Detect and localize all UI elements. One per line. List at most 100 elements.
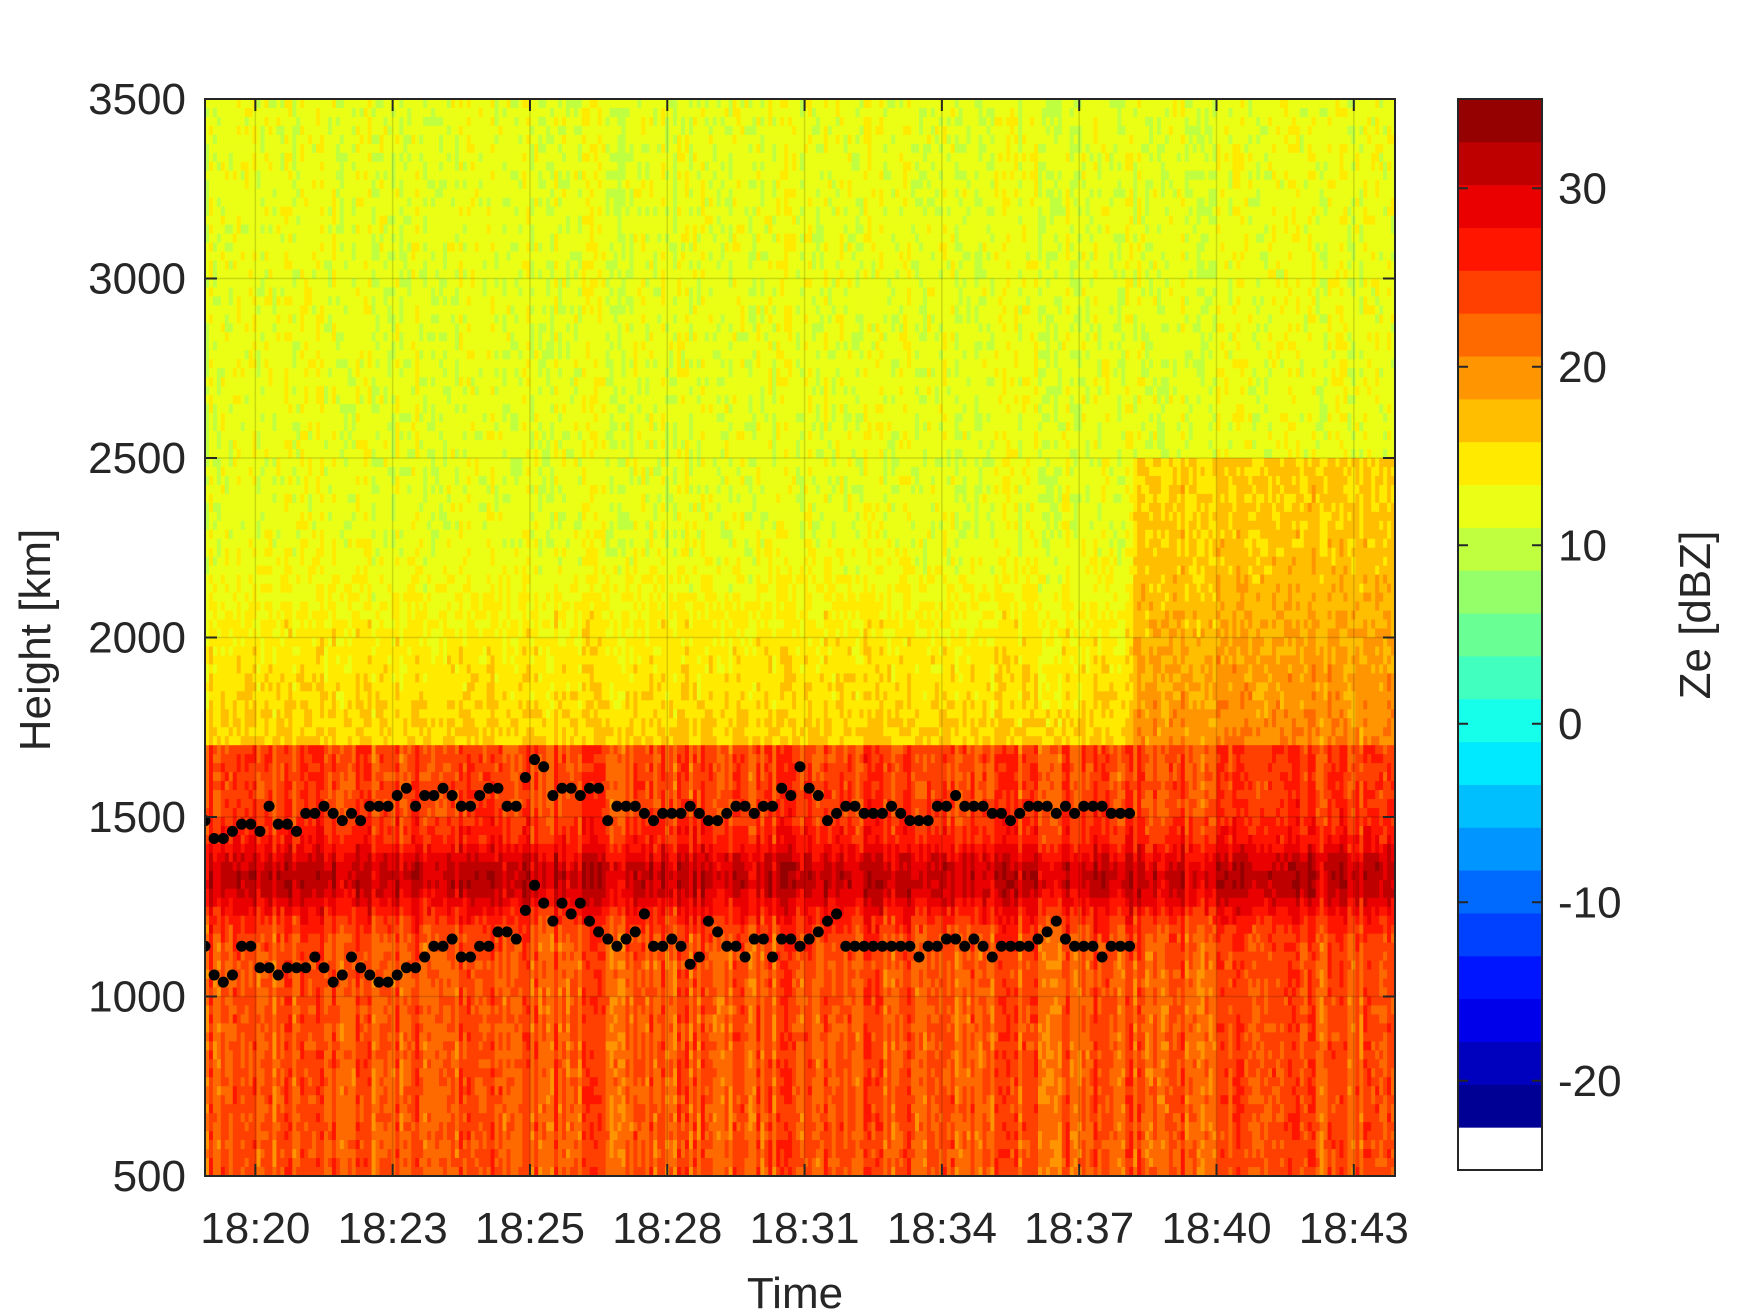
boundary-marker-2 bbox=[345, 951, 357, 963]
boundary-marker-1 bbox=[1023, 800, 1035, 812]
colorbar-level bbox=[1458, 698, 1542, 743]
boundary-marker-1 bbox=[867, 807, 879, 819]
boundary-marker-2 bbox=[272, 969, 284, 981]
colorbar-level bbox=[1458, 227, 1542, 271]
boundary-marker-1 bbox=[849, 800, 861, 812]
boundary-marker-2 bbox=[492, 926, 504, 938]
boundary-marker-1 bbox=[968, 800, 980, 812]
boundary-marker-1 bbox=[785, 789, 797, 801]
colorbar-level bbox=[1458, 184, 1542, 229]
boundary-marker-2 bbox=[205, 940, 211, 952]
colorbar-level bbox=[1458, 313, 1542, 357]
boundary-marker-1 bbox=[1105, 807, 1117, 819]
boundary-marker-1 bbox=[236, 818, 248, 830]
boundary-marker-1 bbox=[821, 815, 833, 827]
boundary-marker-2 bbox=[529, 879, 541, 891]
boundary-marker-1 bbox=[831, 807, 843, 819]
boundary-marker-2 bbox=[895, 940, 907, 952]
boundary-marker-1 bbox=[428, 789, 440, 801]
cloud-boundary-markers bbox=[205, 754, 1136, 988]
boundary-marker-2 bbox=[959, 940, 971, 952]
boundary-marker-1 bbox=[904, 815, 916, 827]
boundary-marker-2 bbox=[300, 962, 312, 974]
boundary-marker-1 bbox=[950, 789, 962, 801]
boundary-marker-2 bbox=[538, 897, 550, 909]
boundary-marker-1 bbox=[501, 800, 513, 812]
boundary-marker-2 bbox=[519, 904, 531, 916]
boundary-marker-1 bbox=[629, 800, 641, 812]
boundary-marker-2 bbox=[629, 926, 641, 938]
boundary-marker-2 bbox=[474, 940, 486, 952]
boundary-marker-2 bbox=[1096, 951, 1108, 963]
boundary-marker-2 bbox=[858, 940, 870, 952]
boundary-marker-1 bbox=[602, 815, 614, 827]
boundary-marker-1 bbox=[794, 761, 806, 773]
boundary-marker-2 bbox=[510, 933, 522, 945]
boundary-marker-2 bbox=[245, 940, 257, 952]
boundary-marker-2 bbox=[446, 933, 458, 945]
colorbar-level bbox=[1458, 270, 1542, 314]
boundary-marker-2 bbox=[391, 969, 403, 981]
colorbar-level bbox=[1458, 998, 1542, 1042]
boundary-marker-2 bbox=[757, 933, 769, 945]
boundary-marker-1 bbox=[1014, 807, 1026, 819]
boundary-marker-1 bbox=[922, 815, 934, 827]
boundary-marker-1 bbox=[620, 800, 632, 812]
colorbar-level bbox=[1458, 570, 1542, 614]
boundary-marker-2 bbox=[904, 940, 916, 952]
boundary-marker-1 bbox=[1124, 807, 1136, 819]
boundary-marker-2 bbox=[666, 933, 678, 945]
boundary-marker-2 bbox=[913, 951, 925, 963]
boundary-marker-1 bbox=[684, 800, 696, 812]
reflectivity-field bbox=[205, 99, 1395, 1176]
boundary-marker-1 bbox=[995, 807, 1007, 819]
boundary-marker-1 bbox=[245, 818, 257, 830]
boundary-marker-1 bbox=[419, 789, 431, 801]
boundary-marker-2 bbox=[785, 933, 797, 945]
boundary-marker-2 bbox=[208, 969, 220, 981]
x-tick-label: 18:23 bbox=[338, 1204, 448, 1253]
boundary-marker-1 bbox=[803, 782, 815, 794]
boundary-marker-1 bbox=[593, 782, 605, 794]
boundary-marker-2 bbox=[940, 933, 952, 945]
boundary-marker-2 bbox=[849, 940, 861, 952]
axes: 18:20 18:23 18:25 18:28 18:31 18:34 18:37 18:40… bbox=[88, 75, 1409, 1253]
boundary-marker-2 bbox=[1087, 940, 1099, 952]
boundary-marker-1 bbox=[931, 800, 943, 812]
boundary-marker-1 bbox=[1096, 800, 1108, 812]
boundary-marker-1 bbox=[281, 818, 293, 830]
boundary-marker-1 bbox=[300, 807, 312, 819]
boundary-marker-2 bbox=[876, 940, 888, 952]
boundary-marker-2 bbox=[620, 933, 632, 945]
boundary-marker-1 bbox=[840, 800, 852, 812]
boundary-marker-2 bbox=[712, 926, 724, 938]
boundary-marker-1 bbox=[373, 800, 385, 812]
boundary-marker-1 bbox=[776, 782, 788, 794]
boundary-marker-2 bbox=[1078, 940, 1090, 952]
boundary-marker-2 bbox=[995, 940, 1007, 952]
colorbar-level bbox=[1458, 912, 1542, 957]
boundary-marker-2 bbox=[922, 940, 934, 952]
colorbar-level bbox=[1458, 655, 1542, 700]
boundary-marker-1 bbox=[1069, 807, 1081, 819]
boundary-marker-1 bbox=[702, 815, 714, 827]
boundary-marker-1 bbox=[519, 772, 531, 784]
boundary-marker-2 bbox=[794, 940, 806, 952]
boundary-marker-2 bbox=[217, 976, 229, 988]
boundary-marker-1 bbox=[1050, 807, 1062, 819]
boundary-marker-1 bbox=[666, 807, 678, 819]
boundary-marker-2 bbox=[739, 951, 751, 963]
boundary-marker-2 bbox=[611, 940, 623, 952]
boundary-marker-1 bbox=[1032, 800, 1044, 812]
colorbar-level bbox=[1458, 741, 1542, 785]
colorbar-level bbox=[1458, 141, 1542, 186]
boundary-marker-1 bbox=[611, 800, 623, 812]
boundary-marker-1 bbox=[675, 807, 687, 819]
boundary-marker-2 bbox=[821, 915, 833, 927]
boundary-marker-2 bbox=[236, 940, 248, 952]
boundary-marker-2 bbox=[1059, 933, 1071, 945]
boundary-marker-2 bbox=[1014, 940, 1026, 952]
boundary-marker-2 bbox=[400, 962, 412, 974]
boundary-marker-2 bbox=[684, 958, 696, 970]
boundary-marker-1 bbox=[364, 800, 376, 812]
